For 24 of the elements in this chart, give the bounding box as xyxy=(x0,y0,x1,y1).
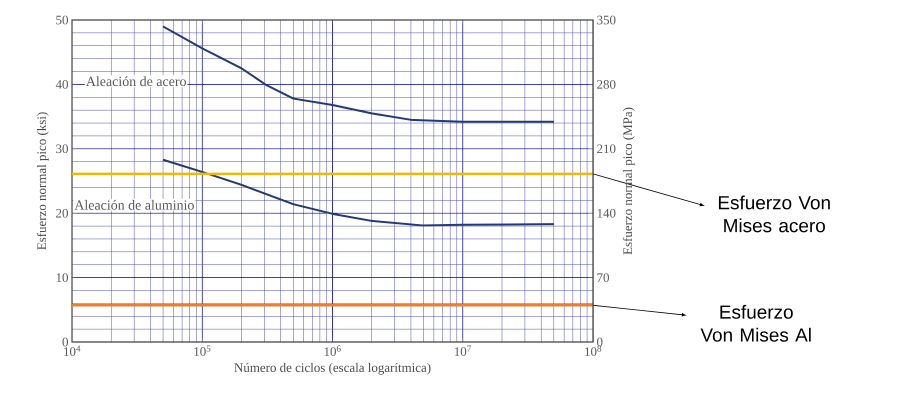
y2-tick-label: 0 xyxy=(597,338,603,346)
y2-tick-label: 70 xyxy=(597,273,610,282)
y2-tick-label: 210 xyxy=(597,144,616,154)
y-tick-label: 10 xyxy=(56,273,68,282)
x-tick-label: 10$^{7}$ xyxy=(454,346,471,356)
y-tick-label: 0 xyxy=(62,338,68,346)
text: Aleación de acero xyxy=(86,76,186,86)
y2-axis-title: Esfuerzo normal pico (MPa) xyxy=(622,108,635,255)
y-tick-label: 30 xyxy=(56,144,68,154)
x-tick-label: 10$^{4}$ xyxy=(64,346,80,356)
ref-line-label: Esfuerzo Von Mises acero xyxy=(718,196,830,232)
x-tick-label: 10$^{8}$ xyxy=(585,346,602,356)
y2-tick-label: 350 xyxy=(597,16,616,24)
y-axis-title: Esfuerzo normal pico (ksi) xyxy=(36,112,49,250)
y-tick-label: 50 xyxy=(56,16,68,24)
y2-tick-label: 140 xyxy=(598,208,616,218)
x-tick-label: 10$^{6}$ xyxy=(324,346,341,356)
y2-tick-label: 280 xyxy=(597,80,616,89)
text: Aleación de aluminio xyxy=(74,200,194,210)
y-tick-label: 20 xyxy=(56,208,68,218)
x-tick-label: 10$^{5}$ xyxy=(194,346,210,356)
y-tick-label: 40 xyxy=(56,80,68,89)
x-axis-title: Número de ciclos (escala logarítmica) xyxy=(234,362,431,375)
ref-line-label: Esfuerzo Von Mises Al xyxy=(700,304,811,342)
